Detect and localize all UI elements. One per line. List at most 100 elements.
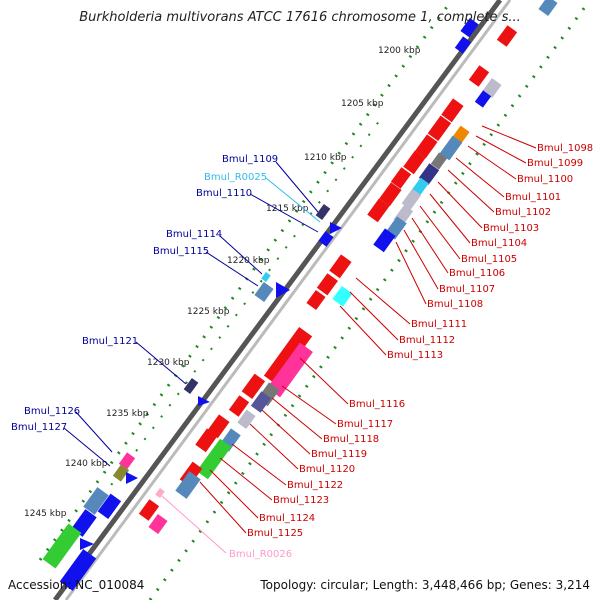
gene-block: [430, 152, 448, 170]
gene-label: Bmul_1127: [11, 422, 67, 433]
gene-label: Bmul_1120: [299, 464, 355, 475]
gene-block: [401, 188, 422, 210]
gene-label: Bmul_1122: [287, 480, 343, 491]
gene-label: Bmul_1114: [166, 229, 222, 240]
gene-label: Bmul_1106: [449, 268, 505, 279]
gene-label: Bmul_1100: [517, 174, 573, 185]
gene-label: Bmul_1121: [82, 336, 138, 347]
gene-label: Bmul_1116: [349, 399, 405, 410]
gene-block: [148, 514, 168, 534]
gene-label: Bmul_1123: [273, 495, 329, 506]
gene-label: Bmul_1115: [153, 246, 209, 257]
gene-block: [439, 135, 463, 161]
left-labels: Bmul_1109 Bmul_R0025 Bmul_1110 Bmul_1114…: [11, 154, 278, 433]
gene-block: [460, 18, 479, 38]
gene-label: Bmul_1109: [222, 154, 278, 165]
kbp-tick: 1230 kbp: [147, 358, 190, 368]
kbp-tick: 1235 kbp: [106, 409, 149, 419]
gene-label: Bmul_1112: [399, 335, 455, 346]
gene-block: [316, 273, 338, 296]
gene-block: [538, 0, 558, 16]
gene-block: [332, 286, 353, 307]
gene-block: [237, 409, 256, 429]
gene-block: [263, 327, 313, 385]
gene-block: [318, 231, 334, 247]
gene-block: [228, 395, 250, 417]
gene-block: [59, 549, 97, 591]
gene-block: [427, 115, 452, 142]
gene-block: [241, 373, 266, 400]
gene-label: Bmul_1105: [461, 254, 517, 265]
kbp-tick: 1210 kbp: [304, 153, 347, 163]
kbp-tick: 1205 kbp: [341, 99, 384, 109]
gene-label: Bmul_1126: [24, 406, 80, 417]
gene-block: [403, 150, 426, 175]
gene-block: [83, 487, 109, 515]
gene-label: Bmul_1101: [505, 192, 561, 203]
gene-block: [418, 163, 440, 185]
gene-label: Bmul_1113: [387, 350, 443, 361]
gene-label: Bmul_1125: [247, 528, 303, 539]
gene-label: Bmul_1119: [311, 449, 367, 460]
gene-block: [329, 254, 352, 279]
gene-block: [71, 509, 97, 537]
gene-label: Bmul_R0026: [229, 549, 292, 560]
gene-label: Bmul_1099: [527, 158, 583, 169]
gene-block: [474, 90, 492, 108]
gene-block: [267, 342, 313, 398]
gene-label: Bmul_R0025: [204, 172, 267, 183]
gene-block: [468, 65, 490, 87]
gene-block: [482, 78, 502, 98]
gene-block: [306, 290, 326, 310]
gene-label: Bmul_1098: [537, 143, 593, 154]
left-leader-lines: [63, 161, 321, 467]
gene-block: [196, 438, 232, 480]
right-labels: Bmul_1098 Bmul_1099 Bmul_1100 Bmul_1101 …: [229, 143, 593, 560]
gene-block: [441, 98, 464, 123]
kbp-tick: 1245 kbp: [24, 509, 67, 519]
gene-block: [155, 488, 165, 498]
gene-label: Bmul_1124: [259, 513, 315, 524]
gene-arrow: [330, 222, 342, 234]
gene-block: [373, 228, 396, 253]
gene-block: [415, 134, 438, 159]
gene-label: Bmul_1110: [196, 188, 252, 199]
kbp-tick: 1240 kbp: [65, 459, 108, 469]
gene-block: [250, 391, 272, 413]
gene-arrow: [198, 396, 210, 406]
genome-summary: Topology: circular; Length: 3,448,466 bp…: [260, 578, 590, 592]
gene-block: [195, 428, 218, 453]
gene-block: [254, 282, 274, 302]
gene-block: [315, 203, 331, 221]
gene-block: [261, 272, 271, 282]
gene-block: [175, 471, 201, 499]
gene-label: Bmul_1104: [471, 238, 527, 249]
map-title: Burkholderia multivorans ATCC 17616 chro…: [79, 10, 521, 25]
gene-label: Bmul_1111: [411, 319, 467, 330]
gene-arrow: [276, 282, 290, 298]
gene-block: [390, 167, 412, 189]
gene-label: Bmul_1117: [337, 419, 393, 430]
gene-label: Bmul_1107: [439, 284, 495, 295]
kbp-tick: 1225 kbp: [187, 307, 230, 317]
gene-label: Bmul_1118: [323, 434, 379, 445]
gene-block: [118, 452, 136, 470]
gene-block: [42, 523, 82, 569]
gene-block: [183, 377, 199, 395]
right-leader-lines: [161, 125, 537, 554]
accession-text: Accession: NC_010084: [8, 578, 145, 592]
gene-label: Bmul_1103: [483, 223, 539, 234]
gene-block: [207, 414, 230, 439]
gene-arrow: [126, 472, 138, 484]
gene-label: Bmul_1102: [495, 207, 551, 218]
backbone: [52, 0, 512, 600]
reverse-strand-genes: [42, 18, 479, 591]
gene-label: Bmul_1108: [427, 299, 483, 310]
gene-block: [454, 36, 472, 54]
forward-strand-genes: [112, 0, 558, 534]
kbp-tick: 1215 kbp: [266, 204, 309, 214]
gene-block: [138, 499, 160, 521]
gene-block: [496, 25, 518, 47]
gene-block: [367, 198, 390, 223]
